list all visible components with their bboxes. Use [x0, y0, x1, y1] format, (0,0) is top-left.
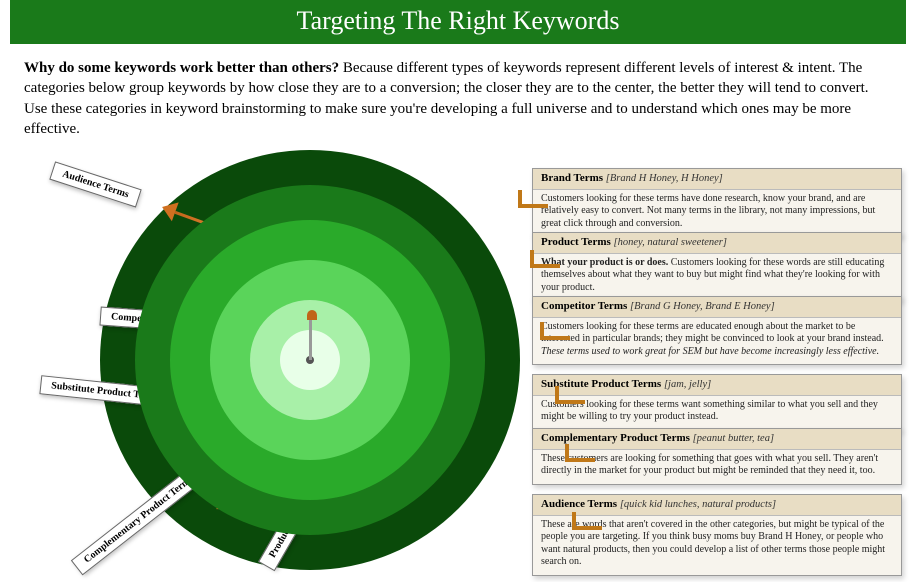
info-examples: [Brand G Honey, Brand E Honey] [630, 301, 775, 312]
info-examples: [quick kid lunches, natural products] [620, 499, 776, 510]
connector-bracket [565, 444, 595, 462]
center-dart-icon [307, 310, 313, 360]
intro-paragraph: Why do some keywords work better than ot… [0, 44, 916, 147]
info-box: Audience Terms [quick kid lunches, natur… [532, 494, 902, 582]
connector-bracket [540, 322, 570, 340]
info-body: Customers looking for these terms have d… [541, 193, 893, 231]
info-title: Product Terms [541, 236, 614, 248]
connector-bracket [555, 386, 585, 404]
info-examples: [jam, jelly] [664, 379, 711, 390]
page-title: Targeting The Right Keywords [297, 6, 620, 35]
info-box: Competitor Terms [Brand G Honey, Brand E… [532, 296, 902, 371]
info-title: Audience Terms [541, 498, 620, 510]
info-examples: [honey, natural sweetener] [614, 237, 727, 248]
connector-bracket [518, 190, 548, 208]
info-body: Customers looking for these terms want s… [541, 399, 893, 424]
info-body: Customers looking for these terms are ed… [541, 321, 893, 359]
info-examples: [peanut butter, tea] [693, 433, 774, 444]
connector-bracket [530, 250, 560, 268]
page-header: Targeting The Right Keywords [10, 0, 906, 44]
info-title: Brand Terms [541, 172, 606, 184]
info-title: Complementary Product Terms [541, 432, 693, 444]
info-title: Competitor Terms [541, 300, 630, 312]
info-examples: [Brand H Honey, H Honey] [606, 173, 723, 184]
connector-bracket [572, 512, 602, 530]
dartboard-area: Desired Conversion Event Purchase of Bra… [0, 140, 540, 570]
intro-question: Why do some keywords work better than ot… [24, 60, 339, 76]
info-body: What your product is or does. Customers … [541, 257, 893, 295]
